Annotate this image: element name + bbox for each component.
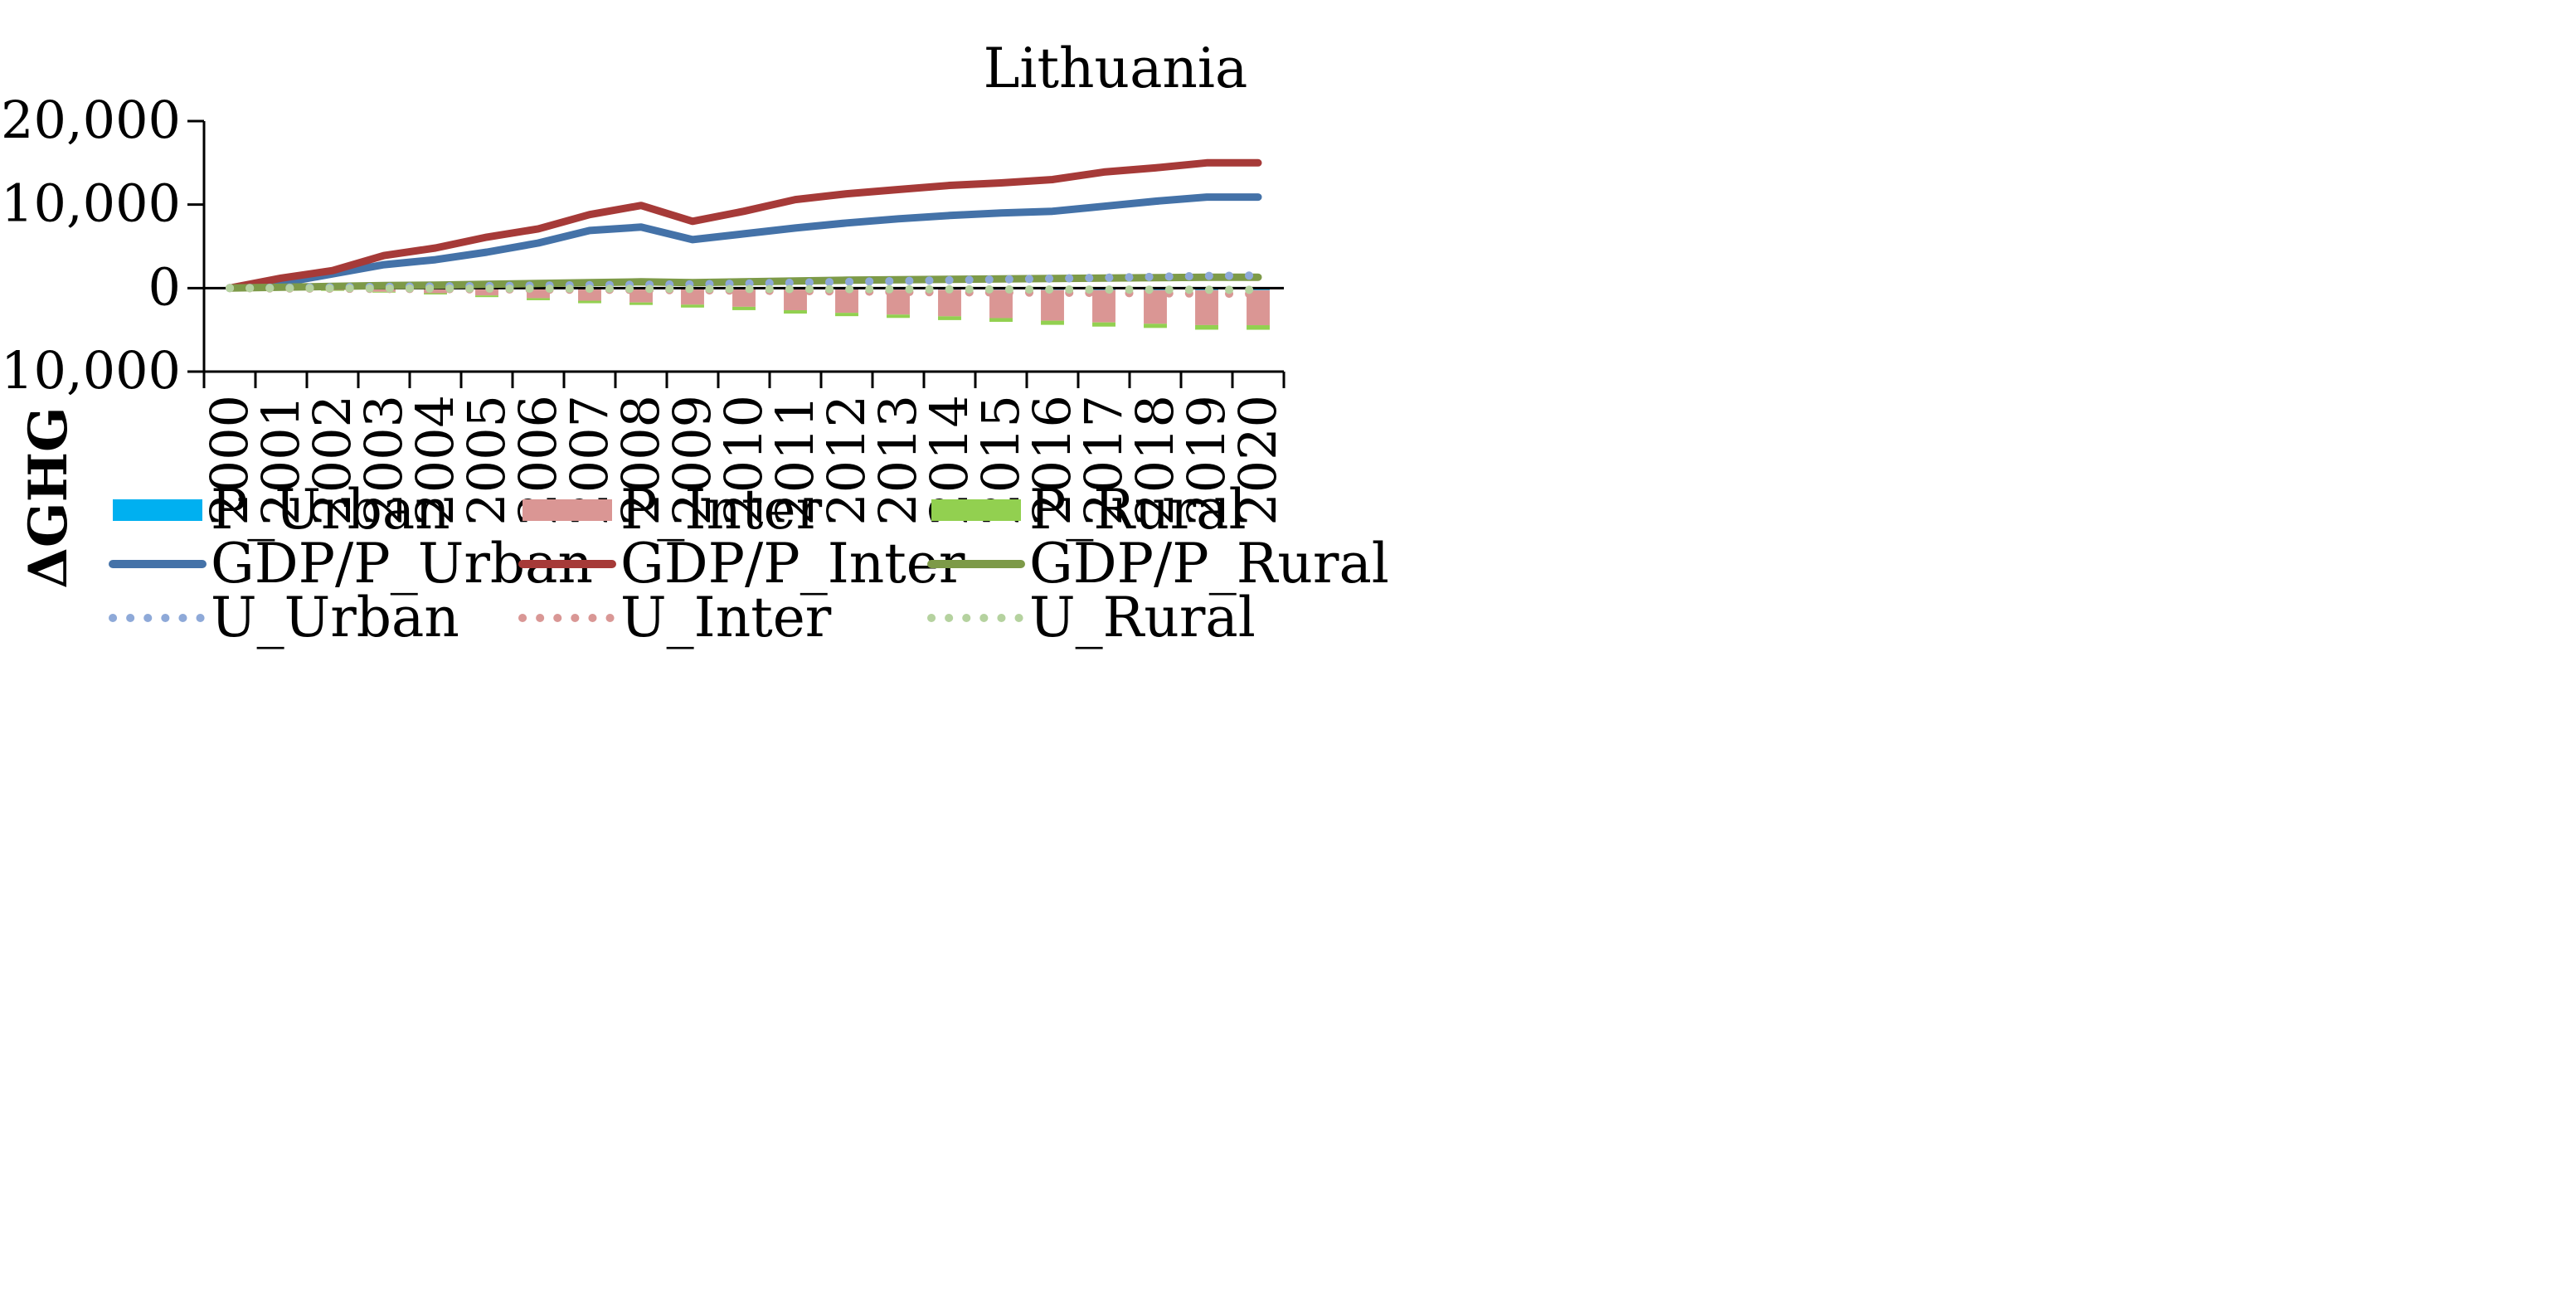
legend-p-inter-swatch bbox=[522, 499, 612, 521]
line-gdp-p-rural bbox=[226, 273, 1262, 292]
bar-p-rural-2007 bbox=[578, 300, 601, 304]
bar-p-rural-2008 bbox=[629, 302, 653, 305]
chart-title: Lithuania bbox=[984, 36, 1248, 100]
x-tick-label: 2020 bbox=[1227, 395, 1288, 526]
line-gdp-p-inter bbox=[226, 158, 1262, 292]
bar-p-rural-2010 bbox=[732, 306, 756, 310]
x-tick-label: 2009 bbox=[662, 395, 722, 526]
x-tick-label: 2004 bbox=[405, 395, 465, 526]
bar-p-rural-2015 bbox=[989, 318, 1013, 323]
legend-p-urban-label: P_Urban bbox=[211, 478, 450, 542]
bar-p-rural-2003 bbox=[372, 291, 396, 293]
legend-p-urban-swatch bbox=[113, 499, 202, 521]
x-tick-label: 2010 bbox=[713, 395, 774, 526]
x-tick-label: 2002 bbox=[302, 395, 362, 526]
bar-p-rural-2012 bbox=[835, 313, 858, 317]
x-tick-label: 2000 bbox=[199, 395, 260, 526]
bar-p-inter-2006 bbox=[527, 289, 550, 299]
legend-gdp-p-inter-label: GDP/P_Inter bbox=[620, 532, 965, 596]
x-tick-label: 2018 bbox=[1125, 395, 1185, 526]
bar-p-rural-2017 bbox=[1092, 322, 1115, 327]
bar-p-rural-2005 bbox=[475, 295, 498, 298]
y-tick-label: 20,000 bbox=[1, 90, 181, 150]
y-axis-label: ΔGHG bbox=[17, 406, 80, 588]
y-tick-label: −10,000 bbox=[0, 340, 181, 401]
y-tick-label: 0 bbox=[148, 256, 181, 317]
x-tick-label: 2003 bbox=[353, 395, 414, 526]
line-u-inter bbox=[226, 284, 1262, 299]
lines-layer bbox=[226, 158, 1262, 299]
legend-u-inter-label: U_Inter bbox=[620, 586, 832, 649]
bar-p-inter-2007 bbox=[578, 289, 601, 301]
legend-u-urban-label: U_Urban bbox=[211, 586, 459, 649]
bar-p-rural-2020 bbox=[1247, 325, 1270, 330]
x-tick-label: 2019 bbox=[1176, 395, 1237, 526]
line-u-rural bbox=[226, 284, 1262, 294]
x-tick-label: 2011 bbox=[765, 395, 825, 526]
legend-p-inter-label: P_Inter bbox=[620, 478, 823, 542]
line-gdp-p-urban bbox=[226, 193, 1262, 292]
bar-p-inter-2004 bbox=[424, 288, 447, 294]
legend-gdp-p-rural-label: GDP/P_Rural bbox=[1029, 532, 1389, 596]
bar-p-rural-2006 bbox=[527, 298, 550, 300]
x-tick-label: 2012 bbox=[816, 395, 877, 526]
line-u-urban bbox=[226, 271, 1262, 293]
y-tick-label: 10,000 bbox=[1, 173, 181, 234]
x-tick-label: 2005 bbox=[456, 395, 517, 526]
legend-p-rural-swatch bbox=[931, 499, 1021, 521]
bar-p-rural-2019 bbox=[1195, 324, 1218, 330]
bar-p-rural-2018 bbox=[1144, 323, 1167, 328]
x-tick-label: 2017 bbox=[1073, 395, 1134, 526]
bar-p-rural-2009 bbox=[681, 304, 704, 308]
bar-p-rural-2004 bbox=[424, 293, 447, 294]
legend-p-rural-label: P_Rural bbox=[1029, 478, 1247, 542]
x-tick-label: 2016 bbox=[1022, 395, 1082, 526]
legend-u-rural-label: U_Rural bbox=[1029, 586, 1256, 649]
bar-p-rural-2016 bbox=[1041, 320, 1064, 325]
x-tick-label: 2013 bbox=[868, 395, 928, 526]
x-tick-label: 2001 bbox=[250, 395, 311, 526]
bar-p-rural-2014 bbox=[938, 316, 961, 320]
bar-p-inter-2003 bbox=[372, 288, 396, 292]
x-tick-label: 2008 bbox=[610, 395, 671, 526]
bar-p-rural-2011 bbox=[784, 310, 807, 314]
bar-p-rural-2013 bbox=[887, 314, 910, 319]
